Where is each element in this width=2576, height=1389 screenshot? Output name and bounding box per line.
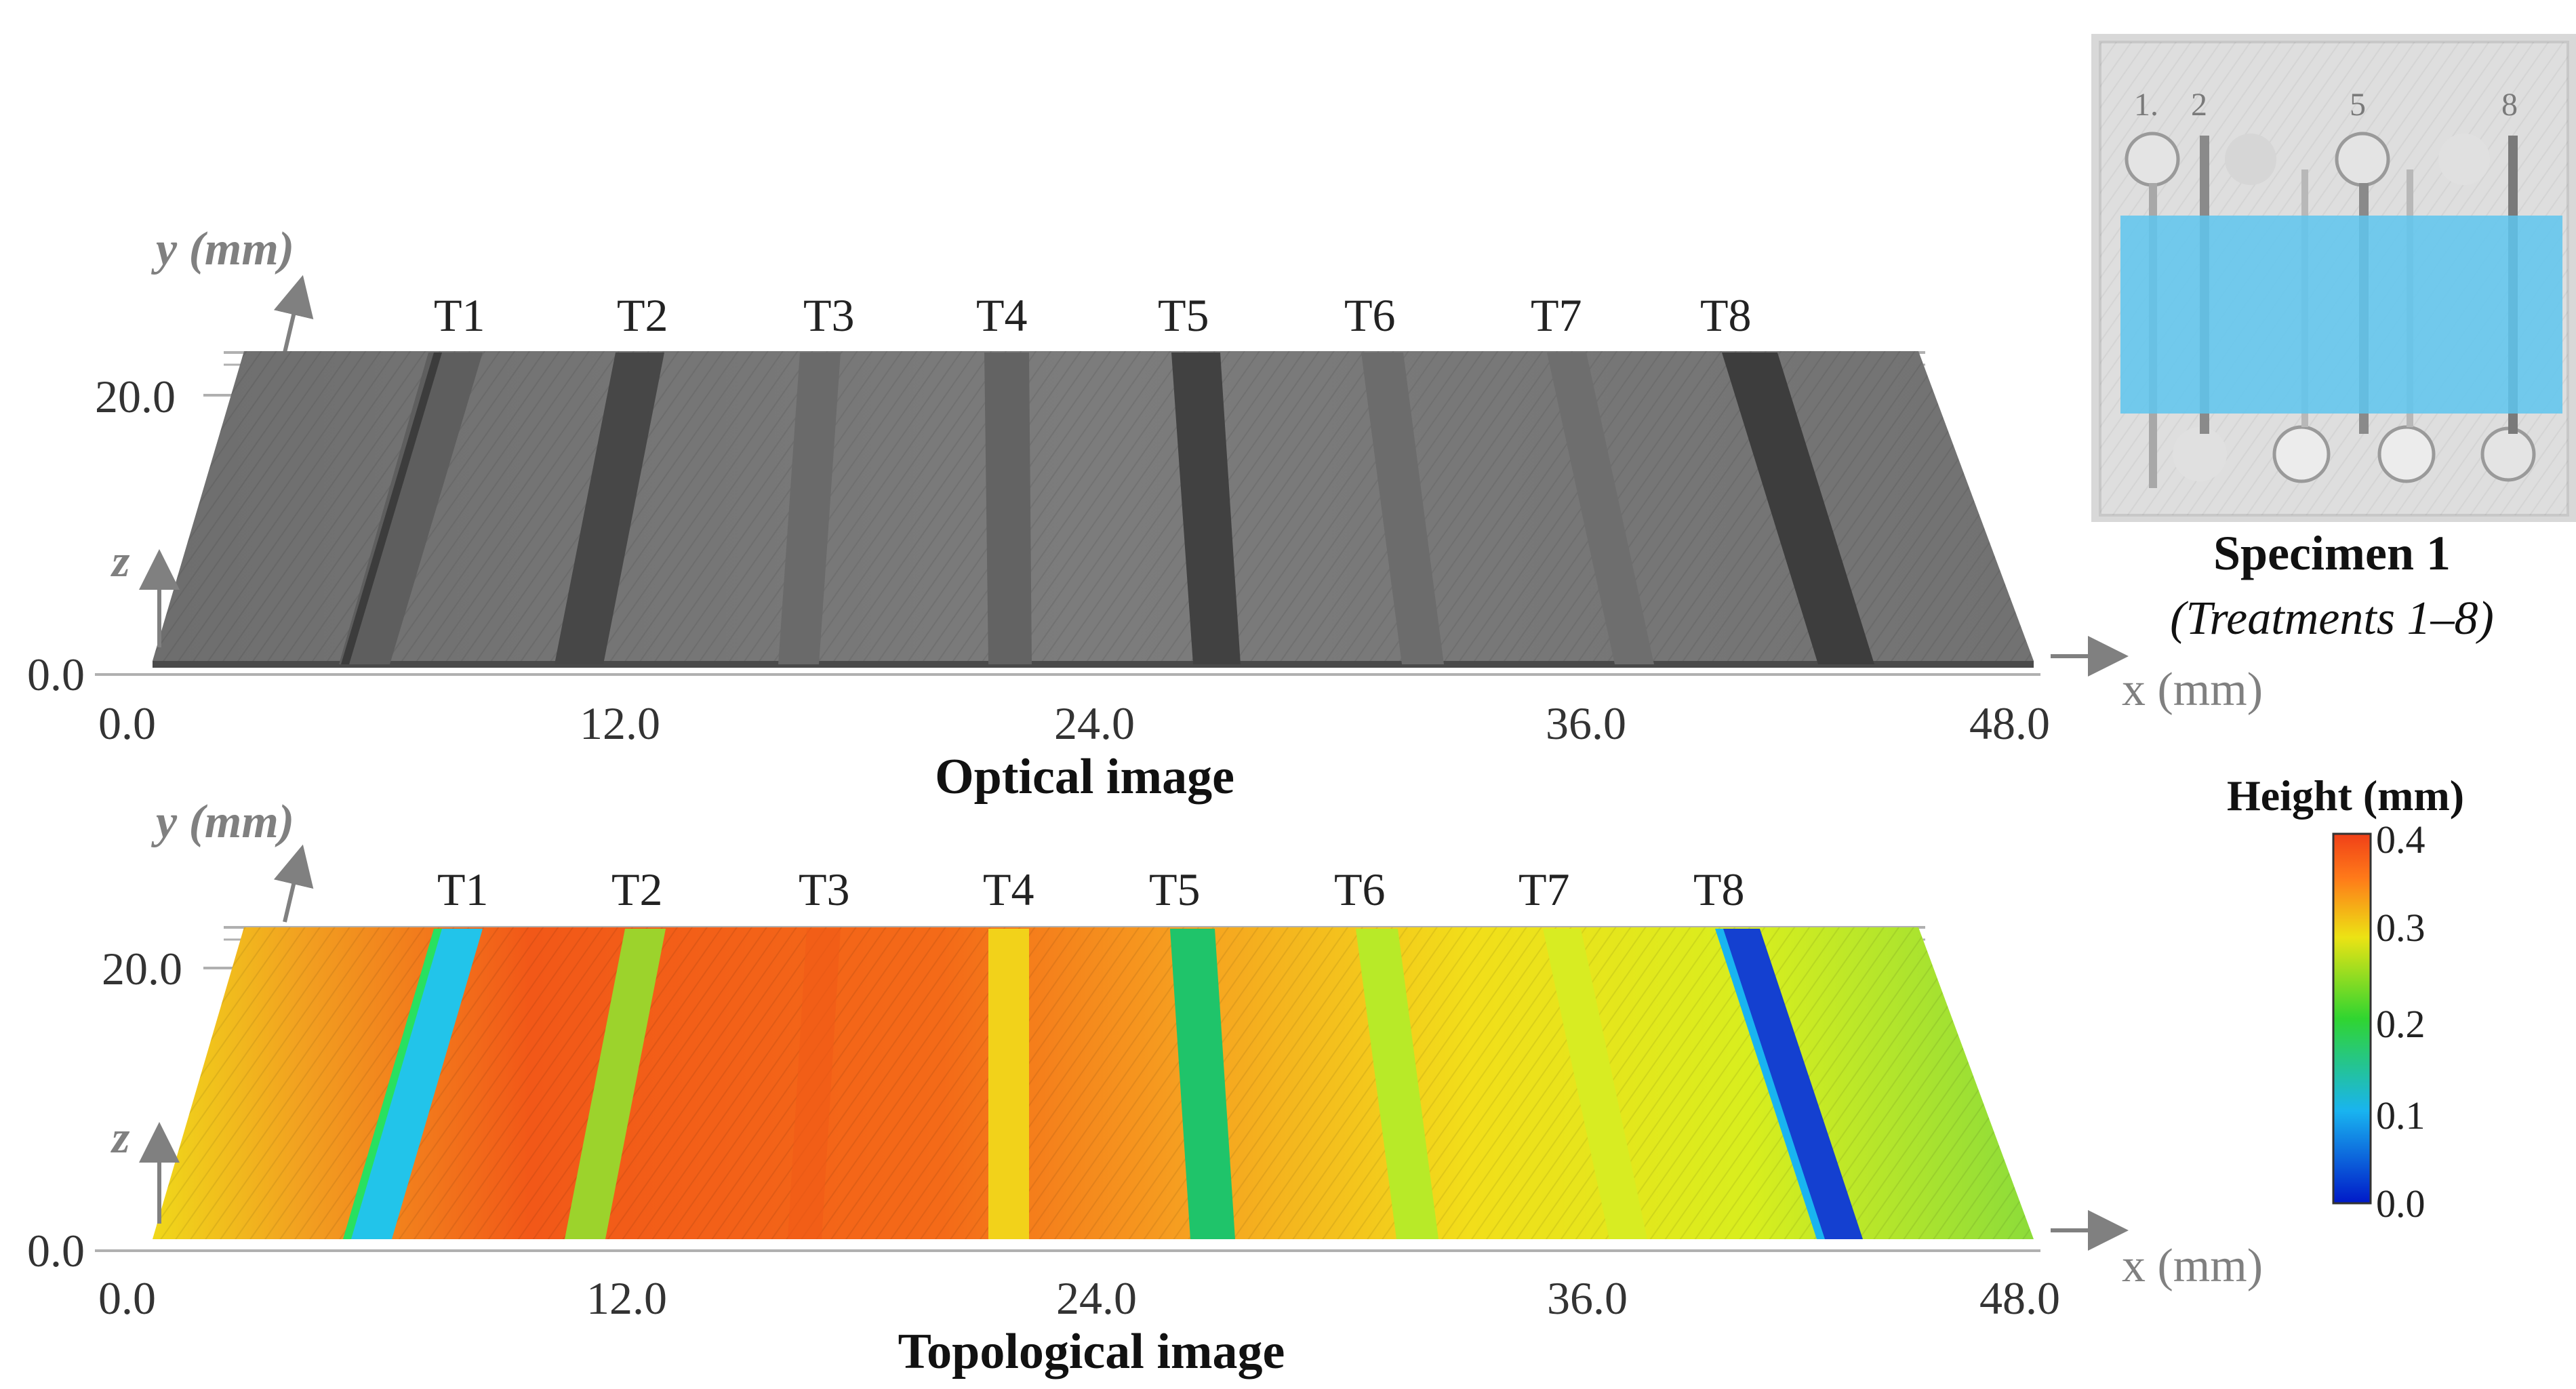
specimen-title: Specimen 1 <box>2213 526 2451 580</box>
topo-x-tick-label: 36.0 <box>1547 1272 1628 1324</box>
optical-treatment-label-t2: T2 <box>617 289 668 341</box>
specimen-top-hole <box>2335 132 2390 187</box>
topo-band-t1-edge <box>343 929 442 1239</box>
topo-treatment-label-t2: T2 <box>611 864 663 915</box>
optical-treatment-label-t7: T7 <box>1531 289 1582 341</box>
topo-y-axis-arrow <box>273 844 314 923</box>
optical-y-tick-label: 0.0 <box>27 649 85 700</box>
optical-y-tick-label: 20.0 <box>95 371 176 422</box>
topo-treatment-label-t8: T8 <box>1693 864 1745 915</box>
topo-x-tick-label: 24.0 <box>1056 1272 1137 1324</box>
optical-y-axis-arrow <box>273 275 314 353</box>
colorbar-tick-label: 0.4 <box>2376 818 2426 862</box>
topo-treatment-label-t3: T3 <box>799 864 850 915</box>
topo-z-axis-label: z <box>110 1111 130 1163</box>
topo-y-tick-label: 0.0 <box>27 1225 85 1276</box>
optical-treatment-label-t6: T6 <box>1344 289 1396 341</box>
optical-band-t1-edge <box>341 353 442 664</box>
specimen-top-hole <box>2225 134 2276 185</box>
colorbar-tick-label: 0.1 <box>2376 1093 2426 1138</box>
topo-band-t8 <box>1722 929 1863 1239</box>
specimen-bottom-hole <box>2272 425 2331 483</box>
topo-caption: Topological image <box>898 1324 1285 1380</box>
topo-treatment-label-t7: T7 <box>1518 864 1570 915</box>
colorbar-tick-label: 0.0 <box>2376 1182 2426 1226</box>
colorbar-title: Height (mm) <box>2227 771 2464 820</box>
optical-z-axis-label: z <box>110 535 130 586</box>
specimen-photo-label: 2 <box>2191 87 2207 123</box>
topo-band-t2 <box>565 929 666 1239</box>
optical-band-t3 <box>778 353 841 664</box>
optical-treatment-label-t3: T3 <box>803 289 855 341</box>
topo-band-t7 <box>1543 929 1647 1239</box>
topo-treatment-label-t1: T1 <box>437 864 489 915</box>
optical-x-tick-label: 0.0 <box>98 698 156 749</box>
topo-x-tick-label: 48.0 <box>1979 1272 2060 1324</box>
topo-x-tick-label: 0.0 <box>98 1272 156 1324</box>
specimen-bottom-hole <box>2377 425 2436 483</box>
topo-treatment-label-t6: T6 <box>1334 864 1386 915</box>
optical-treatment-label-t8: T8 <box>1700 289 1752 341</box>
optical-treatment-label-t5: T5 <box>1158 289 1209 341</box>
topological-panel: y (mm) 20.0 0.0 T1 T2 T3 T4 T5 T6 T7 T8 … <box>27 796 2263 1380</box>
specimen-top-hole <box>2438 134 2490 185</box>
topo-band-t6 <box>1356 929 1438 1239</box>
colorbar-gradient <box>2332 832 2372 1205</box>
specimen-photo: 1. 2 5 8 <box>2091 34 2576 522</box>
topo-y-axis-label: y (mm) <box>151 796 294 848</box>
specimen-photo-label: 8 <box>2501 87 2518 123</box>
optical-x-tick-label: 12.0 <box>580 698 660 749</box>
topo-treatment-label-t5: T5 <box>1149 864 1201 915</box>
topo-band-t3 <box>788 929 841 1239</box>
optical-panel: y (mm) 20.0 0.0 T1 T2 T3 T4 T5 T6 T7 T8 … <box>27 223 2263 805</box>
topo-band-t5 <box>1170 929 1235 1239</box>
specimen-bottom-hole <box>2173 427 2227 481</box>
topo-x-tick-label: 12.0 <box>586 1272 667 1324</box>
optical-treatment-label-t1: T1 <box>434 289 485 341</box>
optical-x-axis-label: x (mm) <box>2122 664 2263 716</box>
optical-band-t2 <box>555 353 664 664</box>
topo-band-t4 <box>988 929 1029 1239</box>
optical-surface-edge <box>153 661 2034 668</box>
specimen-subtitle: (Treatments 1–8) <box>2170 592 2494 645</box>
topo-treatment-label-t4: T4 <box>983 864 1034 915</box>
topo-x-axis-label: x (mm) <box>2122 1240 2263 1292</box>
colorbar-tick-label: 0.2 <box>2376 1002 2426 1046</box>
optical-band-t5 <box>1171 353 1241 664</box>
optical-x-tick-label: 36.0 <box>1546 698 1626 749</box>
topo-band-t1 <box>347 929 483 1239</box>
optical-band-t7 <box>1547 353 1654 664</box>
optical-y-axis-label: y (mm) <box>151 223 294 275</box>
optical-x-tick-label: 24.0 <box>1054 698 1135 749</box>
specimen-photo-label: 5 <box>2350 87 2366 123</box>
height-colorbar: Height (mm) 0.4 0.3 0.2 0.1 0.0 <box>2227 771 2464 1226</box>
optical-band-t8 <box>1722 353 1874 664</box>
specimen-bottom-hole <box>2480 426 2536 482</box>
specimen-photo-label: 1. <box>2134 87 2158 123</box>
topo-band-t8-edge <box>1715 929 1825 1239</box>
optical-x-tick-label: 48.0 <box>1969 698 2050 749</box>
specimen-highlight-region <box>2120 216 2562 414</box>
optical-caption: Optical image <box>935 749 1234 805</box>
optical-treatment-label-t4: T4 <box>976 289 1028 341</box>
optical-band-t6 <box>1361 353 1444 664</box>
specimen-top-hole <box>2125 132 2180 187</box>
topo-y-tick-label: 20.0 <box>102 943 182 994</box>
optical-band-t1 <box>339 353 483 664</box>
colorbar-tick-label: 0.3 <box>2376 906 2426 950</box>
optical-band-t4 <box>984 353 1032 664</box>
